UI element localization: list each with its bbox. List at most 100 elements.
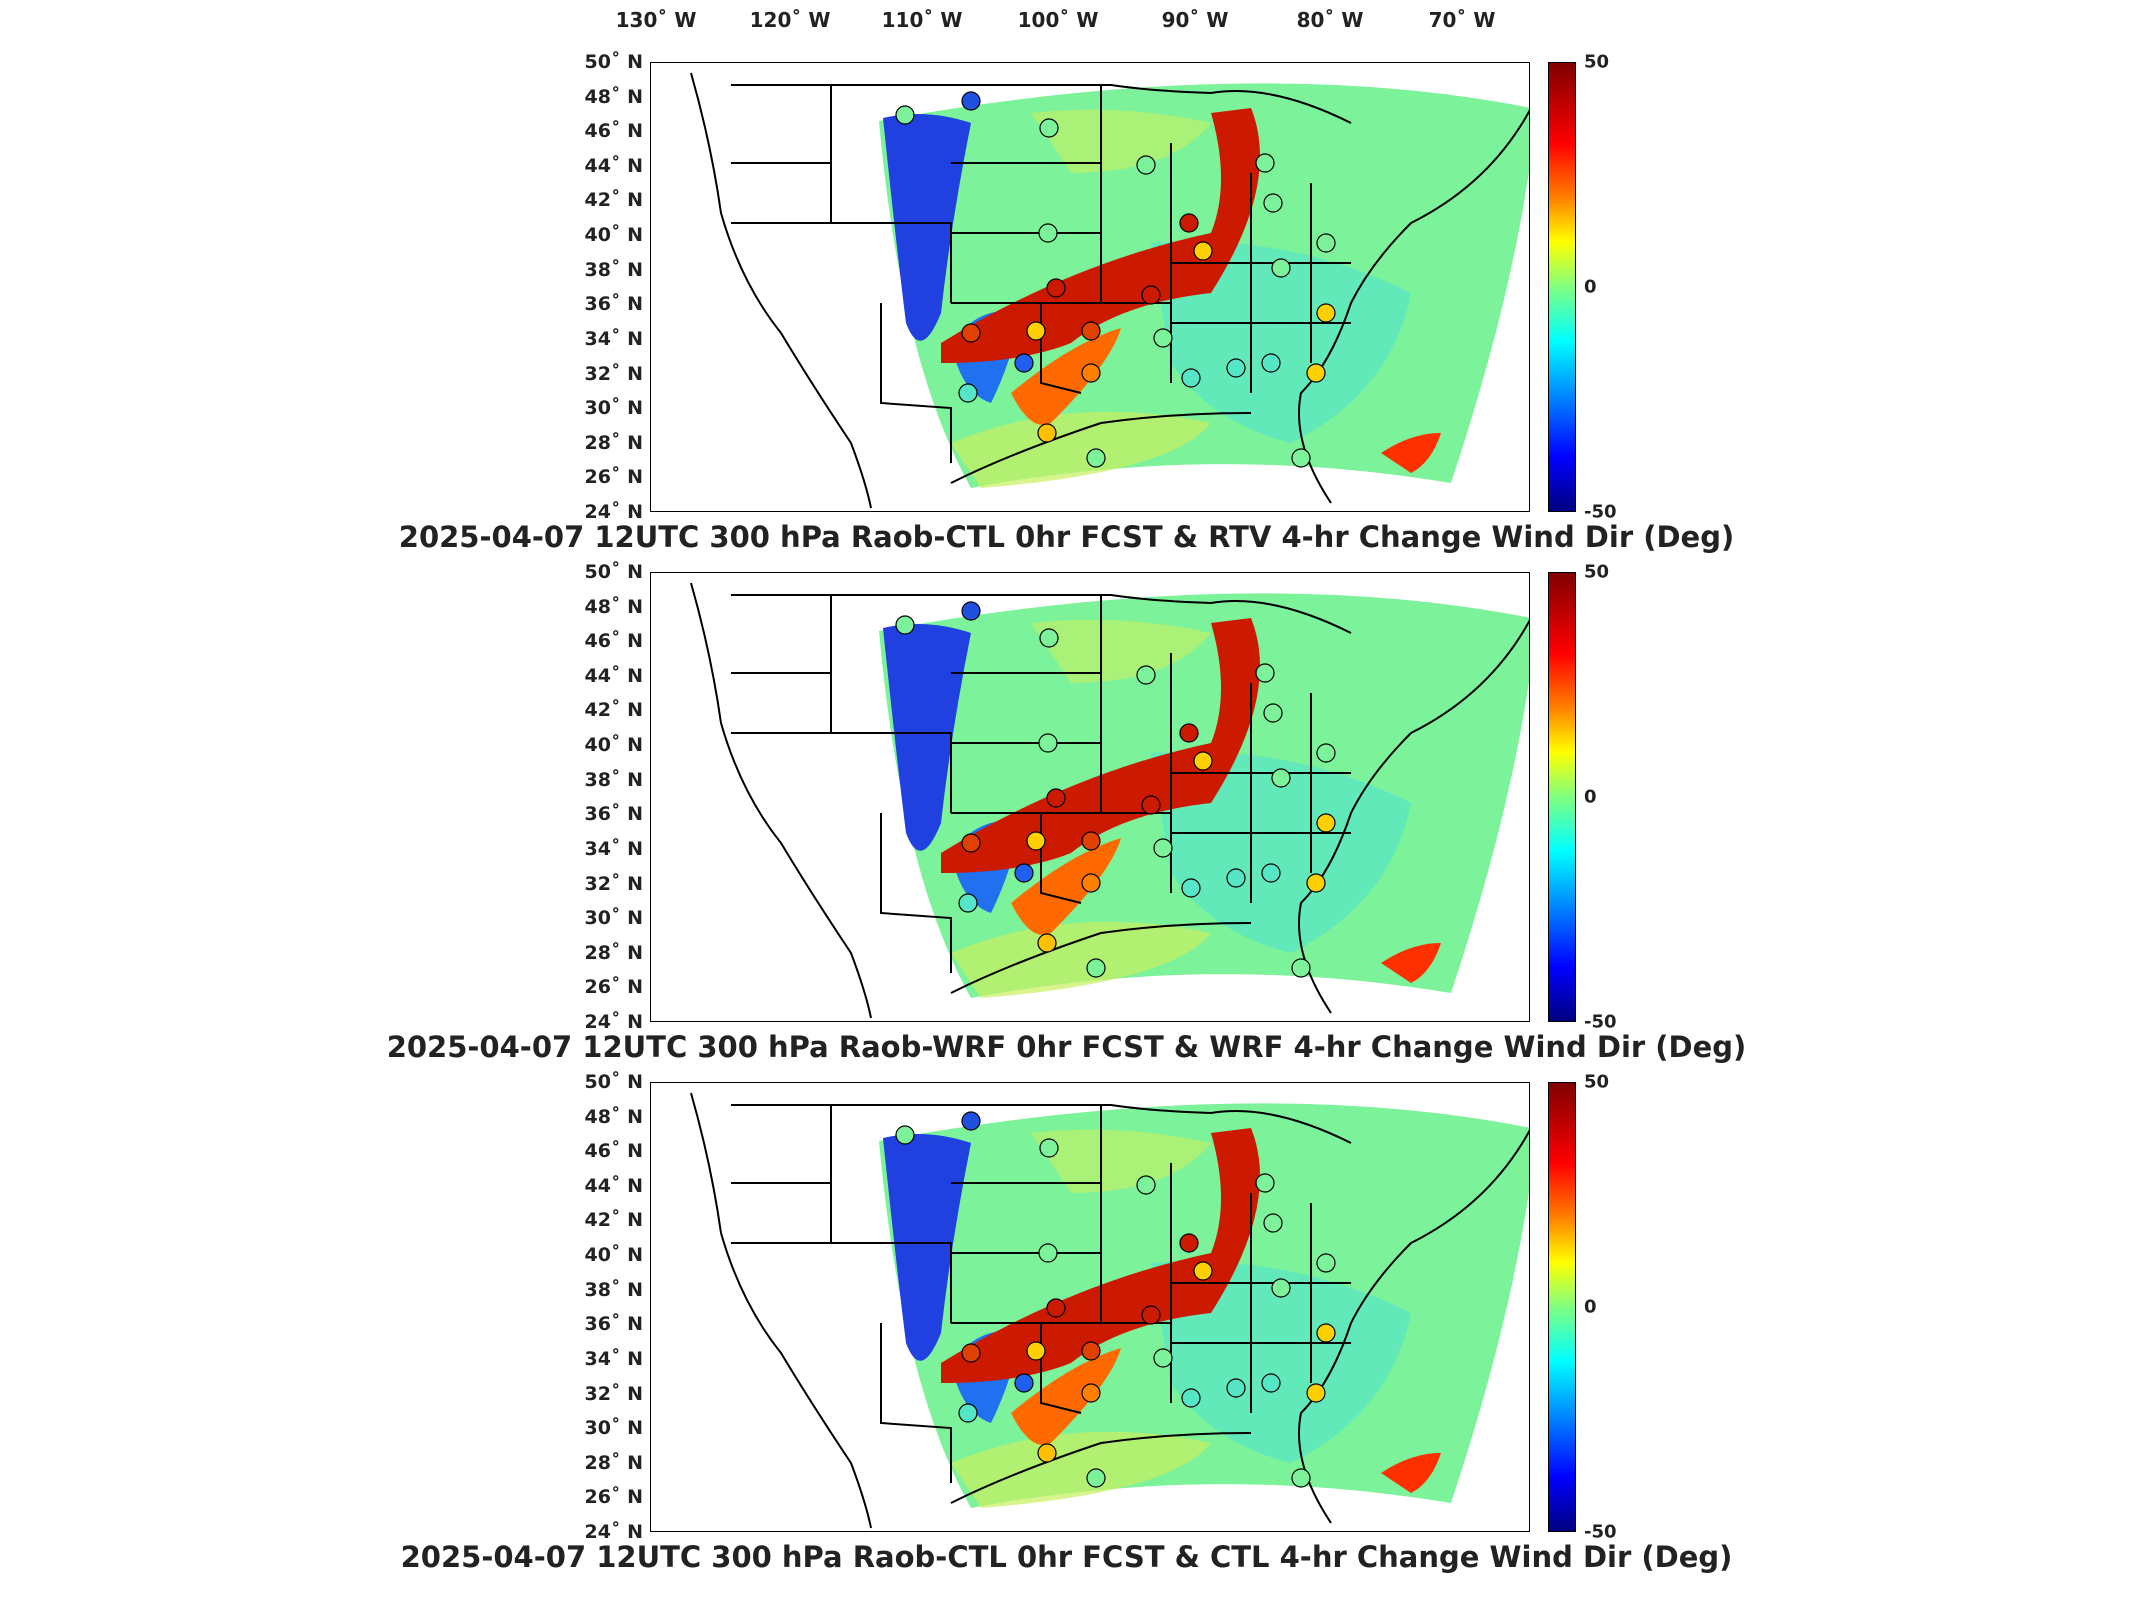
lat-label: 26˚ N — [584, 976, 643, 999]
lat-label: 24˚ N — [584, 1521, 643, 1543]
gulf-coast-line — [950, 922, 1252, 994]
raob-station-marker — [1046, 278, 1066, 298]
state-line-2 — [731, 162, 831, 224]
raob-station-marker — [1141, 285, 1161, 305]
lon-label-110w: 110˚ W — [881, 8, 963, 32]
panel-title: 2025-04-07 12UTC 300 hPa Raob-CTL 0hr FC… — [398, 520, 1735, 554]
raob-station-marker — [1153, 838, 1173, 858]
lat-label: 38˚ N — [584, 258, 643, 281]
blue-band-west — [883, 1134, 971, 1361]
raob-station-marker — [1046, 788, 1066, 808]
raob-station-marker — [1316, 743, 1336, 763]
raob-station-marker — [1136, 1175, 1156, 1195]
domain-yellow-north — [1031, 109, 1211, 173]
lat-label: 50˚ N — [584, 1071, 643, 1093]
lat-label: 48˚ N — [584, 1105, 643, 1128]
red-band-main — [941, 108, 1260, 363]
lat-label: 34˚ N — [584, 1347, 643, 1370]
raob-station-marker — [1316, 1253, 1336, 1273]
raob-station-marker — [1181, 878, 1201, 898]
colorbar-max-label: 50 — [1584, 1071, 1610, 1093]
raob-station-marker — [1226, 358, 1246, 378]
raob-station-marker — [961, 1343, 981, 1363]
raob-station-marker — [1179, 1233, 1199, 1253]
raob-station-marker — [1039, 118, 1059, 138]
raob-station-marker — [1141, 1305, 1161, 1325]
raob-stations — [895, 1111, 1336, 1488]
state-line-1 — [830, 1105, 952, 1323]
raob-station-marker — [1179, 723, 1199, 743]
lat-label: 50˚ N — [584, 561, 643, 583]
raob-station-marker — [1014, 863, 1034, 883]
lon-label-120w: 120˚ W — [749, 8, 831, 32]
raob-station-marker — [1316, 813, 1336, 833]
red-band-south — [1011, 1348, 1121, 1445]
lat-label: 38˚ N — [584, 768, 643, 791]
lat-label: 26˚ N — [584, 466, 643, 489]
red-band-main — [941, 1128, 1260, 1383]
lat-label: 38˚ N — [584, 1278, 643, 1301]
raob-station-marker — [1081, 873, 1101, 893]
raob-station-marker — [1086, 448, 1106, 468]
red-band-main — [941, 618, 1260, 873]
raob-station-marker — [1193, 1261, 1213, 1281]
raob-station-marker — [1037, 1443, 1057, 1463]
lat-label: 42˚ N — [584, 189, 643, 212]
lon-label-90w: 90˚ W — [1161, 8, 1229, 32]
raob-station-marker — [1014, 1373, 1034, 1393]
raob-station-marker — [1026, 1341, 1046, 1361]
longitude-axis: 130˚ W 120˚ W 110˚ W 100˚ W 90˚ W 80˚ W … — [616, 0, 1530, 40]
colorbar-min-label: -50 — [1584, 501, 1617, 523]
raob-stations — [895, 91, 1336, 468]
raob-station-marker — [1141, 795, 1161, 815]
red-band-south — [1011, 838, 1121, 935]
canada-border-line — [731, 84, 1352, 124]
raob-station-marker — [1306, 873, 1326, 893]
lat-label: 50˚ N — [584, 51, 643, 73]
map-plot-area — [650, 1082, 1530, 1532]
raob-station-marker — [1261, 1373, 1281, 1393]
lat-label: 46˚ N — [584, 1140, 643, 1163]
lat-label: 40˚ N — [584, 224, 643, 247]
state-line-1 — [830, 85, 952, 303]
lat-label: 48˚ N — [584, 85, 643, 108]
raob-station-marker — [1081, 831, 1101, 851]
raob-station-marker — [1153, 328, 1173, 348]
east-coast-line — [1298, 1129, 1529, 1524]
raob-station-marker — [1046, 1298, 1066, 1318]
colorbar-max-label: 50 — [1584, 51, 1610, 73]
raob-station-marker — [961, 323, 981, 343]
panel-title: 2025-04-07 12UTC 300 hPa Raob-WRF 0hr FC… — [386, 1030, 1747, 1064]
state-line-1 — [830, 595, 952, 813]
gulf-coast-line — [950, 1432, 1252, 1504]
red-band-florida — [1381, 433, 1441, 473]
lat-label: 28˚ N — [584, 431, 643, 454]
raob-station-marker — [1037, 423, 1057, 443]
colorbar — [1548, 1082, 1576, 1532]
raob-station-marker — [1037, 933, 1057, 953]
state-line-7 — [880, 303, 952, 463]
lat-label: 32˚ N — [584, 1382, 643, 1405]
raob-station-marker — [1271, 1278, 1291, 1298]
raob-station-marker — [1226, 1378, 1246, 1398]
raob-station-marker — [1038, 223, 1058, 243]
state-line-5 — [1171, 1282, 1351, 1344]
lat-label: 48˚ N — [584, 595, 643, 618]
raob-station-marker — [1263, 703, 1283, 723]
lon-label-80w: 80˚ W — [1296, 8, 1364, 32]
raob-station-marker — [1086, 1468, 1106, 1488]
raob-station-marker — [1316, 233, 1336, 253]
state-line-2 — [731, 672, 831, 734]
lat-label: 46˚ N — [584, 120, 643, 143]
boundary-lines — [690, 582, 1529, 1019]
raob-station-marker — [1261, 353, 1281, 373]
red-band-florida — [1381, 943, 1441, 983]
lat-label: 30˚ N — [584, 397, 643, 420]
raob-station-marker — [1316, 1323, 1336, 1343]
raob-station-marker — [1081, 363, 1101, 383]
lat-label: 40˚ N — [584, 734, 643, 757]
west-coast-line — [690, 582, 872, 1019]
raob-station-marker — [961, 833, 981, 853]
raob-station-marker — [1193, 241, 1213, 261]
lat-label: 40˚ N — [584, 1244, 643, 1267]
